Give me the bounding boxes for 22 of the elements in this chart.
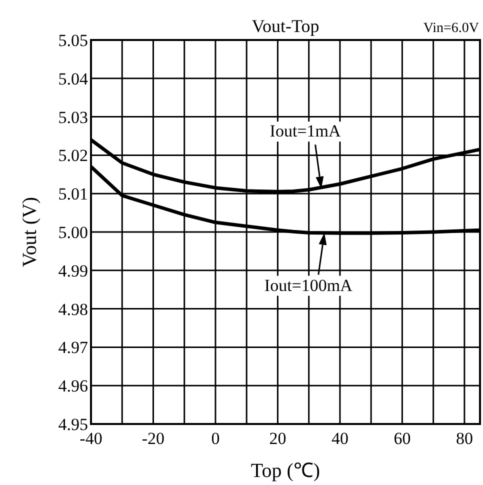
text: Vin=6.0V — [423, 21, 479, 36]
chart-title: Vout-Top — [252, 16, 320, 36]
y-tick-label: 5.00 — [58, 222, 88, 242]
y-tick-label: 4.97 — [58, 338, 88, 358]
y-tick-label: 5.05 — [58, 30, 88, 50]
annotation: Iout=100mA — [264, 276, 354, 295]
y-tick-label: 5.03 — [58, 108, 88, 127]
annotation: Iout=1mA — [270, 122, 342, 141]
y-tick-label: 4.99 — [58, 261, 88, 280]
x-tick-label: 80 — [456, 429, 473, 448]
y-tick-label: 4.96 — [58, 376, 88, 396]
y-tick-label: 5.01 — [58, 184, 88, 204]
x-axis-title: Top (℃) — [250, 460, 320, 482]
y-tick-label: 5.04 — [58, 69, 88, 88]
y-axis-title: Vout (V) — [19, 196, 41, 268]
x-tick-label: 60 — [394, 429, 411, 448]
x-tick-label: 0 — [211, 429, 220, 448]
x-tick-label: -20 — [142, 429, 165, 448]
y-tick-label: 4.98 — [58, 300, 88, 319]
y-tick-label: 5.02 — [58, 146, 88, 166]
x-tick-label: 40 — [331, 429, 348, 448]
x-tick-label: 20 — [269, 429, 286, 448]
